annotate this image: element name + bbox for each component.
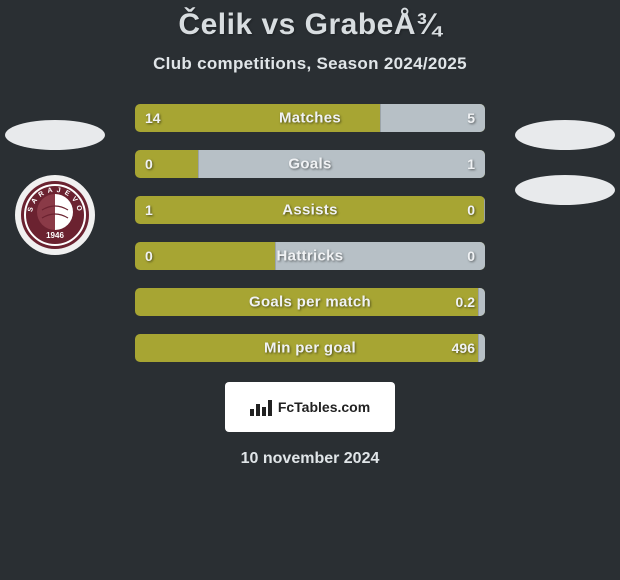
stat-label: Min per goal bbox=[264, 340, 356, 357]
page-title: Čelik vs GrabeÅ¾ bbox=[0, 8, 620, 42]
source-box[interactable]: FcTables.com bbox=[225, 382, 395, 432]
stat-row-hattricks: Hattricks 0 0 bbox=[135, 242, 485, 270]
stat-row-matches: Matches 14 5 bbox=[135, 104, 485, 132]
stats-bars: Matches145Goals01Assists10Hattricks00Goa… bbox=[135, 104, 485, 362]
club-founded-year: 1946 bbox=[46, 231, 64, 240]
team-left-badge: 1946 S A R A J E V O bbox=[15, 175, 95, 255]
stat-value-left: 0 bbox=[145, 156, 153, 172]
right-column bbox=[510, 120, 620, 205]
stat-row-goals: Goals 0 1 bbox=[135, 150, 485, 178]
stat-value-right: 0 bbox=[467, 248, 475, 264]
stat-value-left: 0 bbox=[145, 248, 153, 264]
stat-value-right: 0.2 bbox=[456, 294, 475, 310]
stat-value-right: 0 bbox=[467, 202, 475, 218]
stat-bar-right bbox=[198, 150, 485, 178]
stat-value-right: 496 bbox=[452, 340, 475, 356]
source-label: FcTables.com bbox=[278, 399, 370, 415]
stat-row-goals-per-match: Goals per match 0.2 bbox=[135, 288, 485, 316]
stat-bar-right bbox=[484, 196, 485, 224]
date-label: 10 november 2024 bbox=[0, 450, 620, 468]
stat-value-right: 1 bbox=[467, 156, 475, 172]
stat-value-left: 1 bbox=[145, 202, 153, 218]
club-crest-icon: 1946 S A R A J E V O bbox=[20, 180, 90, 250]
stat-label: Hattricks bbox=[277, 248, 344, 265]
stat-label: Goals bbox=[288, 156, 331, 173]
left-column: 1946 S A R A J E V O bbox=[0, 120, 110, 255]
stat-value-left: 14 bbox=[145, 110, 161, 126]
stat-label: Assists bbox=[282, 202, 337, 219]
team-left-placeholder-1 bbox=[5, 120, 105, 150]
stat-value-right: 5 bbox=[467, 110, 475, 126]
team-right-placeholder-2 bbox=[515, 175, 615, 205]
stat-label: Matches bbox=[279, 110, 341, 127]
team-right-placeholder-1 bbox=[515, 120, 615, 150]
stat-row-assists: Assists 1 0 bbox=[135, 196, 485, 224]
stat-label: Goals per match bbox=[249, 294, 371, 311]
stat-row-min-per-goal: Min per goal 496 bbox=[135, 334, 485, 362]
subtitle: Club competitions, Season 2024/2025 bbox=[0, 54, 620, 74]
chart-icon bbox=[250, 398, 272, 416]
stat-bar-right bbox=[478, 334, 485, 362]
stat-bar-right bbox=[478, 288, 485, 316]
